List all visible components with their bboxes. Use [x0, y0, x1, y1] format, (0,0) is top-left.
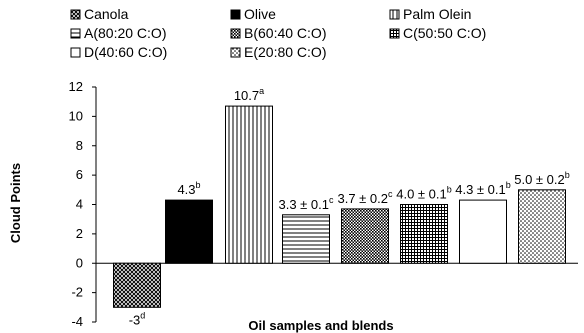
legend-label: A(80:20 C:O) [84, 25, 166, 41]
y-tick-label: 6 [76, 167, 83, 182]
legend-swatch [389, 9, 400, 20]
legend-label: Canola [84, 6, 129, 22]
chart-legend: Canola Olive Palm Olein A(80:20 C:O) B(60:40… [70, 6, 486, 60]
legend-swatch [70, 28, 81, 39]
legend-label: C(50:50 C:O) [403, 25, 486, 41]
bar-e-20-80-c-o [518, 189, 566, 264]
data-label: 4.3 ± 0.1b [455, 180, 511, 197]
legend-swatch [230, 47, 241, 58]
legend-swatch [70, 9, 81, 20]
bar-canola [113, 262, 161, 308]
data-label: 4.3b [177, 180, 200, 197]
data-label: 3.3 ± 0.1c [278, 195, 334, 212]
data-label: 5.0 ± 0.2b [514, 170, 570, 187]
chart-bars [113, 105, 566, 308]
data-label: 3.7 ± 0.2c [337, 189, 393, 206]
legend-label: B(60:40 C:O) [244, 25, 326, 41]
data-label: -3d [129, 310, 146, 327]
y-tick-label: -4 [71, 314, 83, 329]
y-tick-label: 8 [76, 138, 83, 153]
bar-a-80-20-c-o [282, 214, 330, 264]
legend-swatch [70, 47, 81, 58]
legend-item: B(60:40 C:O) [230, 25, 326, 41]
legend-item: C(50:50 C:O) [389, 25, 486, 41]
legend-label: Olive [244, 6, 276, 22]
bar-b-60-40-c-o [341, 208, 389, 264]
legend-item: E(20:80 C:O) [230, 44, 326, 60]
bar-c-50-50-c-o [400, 204, 448, 264]
bar-d-40-60-c-o [459, 199, 507, 264]
legend-item: Canola [70, 6, 129, 22]
y-tick-label: 2 [76, 226, 83, 241]
legend-item: Palm Olein [389, 6, 471, 22]
legend-swatch [230, 28, 241, 39]
x-axis-title: Oil samples and blends [248, 318, 393, 333]
bar-palm-olein [225, 105, 273, 264]
legend-swatch [389, 28, 400, 39]
legend-item: Olive [230, 6, 276, 22]
legend-label: D(40:60 C:O) [84, 44, 167, 60]
chart-data-labels: -3d 4.3b 10.7a 3.3 ± 0.1c 3.7 ± 0.2c 4.0 ± 0.… [129, 86, 570, 327]
legend-swatch [230, 9, 241, 20]
data-label: 4.0 ± 0.1b [396, 185, 452, 202]
y-tick-label: 10 [69, 108, 83, 123]
bar-olive [165, 199, 213, 264]
legend-item: D(40:60 C:O) [70, 44, 167, 60]
y-tick-label: 4 [76, 197, 83, 212]
y-tick-label: -2 [71, 285, 83, 300]
legend-item: A(80:20 C:O) [70, 25, 166, 41]
y-axis-title: Cloud Points [8, 163, 23, 243]
legend-label: E(20:80 C:O) [244, 44, 326, 60]
y-tick-label: 12 [69, 79, 83, 94]
legend-label: Palm Olein [403, 6, 471, 22]
y-tick-label: 0 [76, 255, 83, 270]
data-label: 10.7a [234, 86, 264, 103]
